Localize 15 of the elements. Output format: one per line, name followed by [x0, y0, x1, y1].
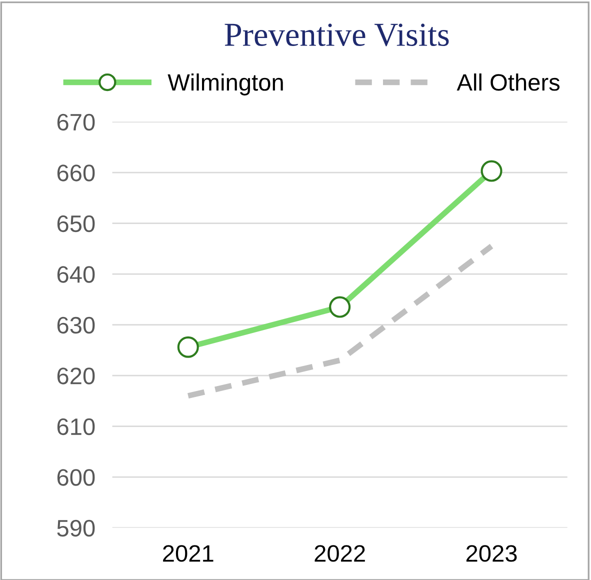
y-tick-label: 640 [57, 266, 95, 283]
y-tick-label: 610 [57, 418, 95, 436]
y-tick-label: 590 [57, 520, 95, 537]
chart-title: Preventive Visits [224, 24, 449, 46]
x-tick-label: 2023 [466, 545, 517, 562]
y-tick-label: 600 [57, 469, 95, 486]
y-tick-label: 630 [57, 316, 95, 334]
legend-label: All Others [456, 73, 560, 91]
y-tick-label: 620 [57, 368, 95, 384]
y-tick-label: 670 [57, 114, 95, 131]
legend-label: Wilmington [168, 73, 283, 96]
y-tick-label: 660 [57, 164, 95, 182]
y-tick-label: 650 [57, 215, 95, 232]
x-tick-label: 2021 [163, 545, 214, 562]
x-tick-label: 2022 [314, 545, 365, 562]
